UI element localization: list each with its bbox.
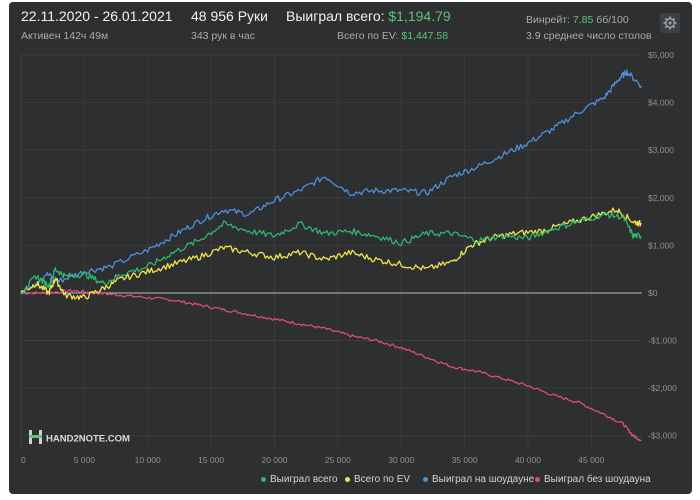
x-tick-label: 30 000 <box>388 455 414 465</box>
x-tick-label: 5 000 <box>74 455 96 465</box>
series-line-non-showdown <box>21 288 642 442</box>
x-tick-label: 15 000 <box>198 455 224 465</box>
winrate-value: 7.85 <box>572 14 594 26</box>
x-tick-label: 25 000 <box>325 455 351 465</box>
winrate-label: Винрейт: <box>526 14 570 26</box>
chart-grid <box>20 54 642 450</box>
chart-axes: 0 5 000 10 000 15 000 20 000 25 000 30 000 35 0… <box>21 50 677 465</box>
legend-label-won-total: Выиграл всего <box>270 474 338 485</box>
winrate-unit: бб/100 <box>596 14 629 26</box>
won-total-label: Выиграл всего: <box>286 8 385 24</box>
ev-total-value: $1,447.58 <box>401 30 449 42</box>
y-tick-label: -$2,000 <box>648 383 677 393</box>
y-tick-label: $3,000 <box>648 145 674 155</box>
settings-button[interactable] <box>660 13 680 33</box>
series-line-won-total <box>20 211 642 295</box>
ev-total-label: Всего по EV: <box>337 30 399 42</box>
legend-dot-won-total <box>261 477 266 482</box>
x-tick-label: 40 000 <box>515 455 541 465</box>
y-tick-label: $0 <box>648 288 658 298</box>
y-tick-label: -$3,000 <box>648 431 677 441</box>
won-total-value: $1,194.79 <box>388 8 451 24</box>
x-tick-label: 10 000 <box>135 455 161 465</box>
legend-label-showdown: Выиграл на шоудауне <box>432 474 535 485</box>
won-total-summary: Выиграл всего: $1,194.79 <box>286 8 451 24</box>
x-tick-label: 20 000 <box>261 455 287 465</box>
winrate-summary: Винрейт: 7.85 бб/100 <box>526 14 629 26</box>
session-graph-panel: 22.11.2020 - 26.01.2021 Активен 142ч 49м… <box>9 2 692 494</box>
x-tick-label: 35 000 <box>452 455 478 465</box>
x-tick-label: 0 <box>21 455 26 465</box>
avg-tables: 3.9 среднее число столов <box>526 30 652 42</box>
y-tick-label: $2,000 <box>648 193 674 203</box>
legend-item-showdown[interactable]: Выиграл на шоудауне <box>423 474 534 485</box>
legend-item-won-total[interactable]: Выиграл всего <box>261 474 338 485</box>
y-tick-label: $4,000 <box>648 98 674 108</box>
hands-count: 48 956 Руки <box>191 8 268 24</box>
profit-chart: 0 5 000 10 000 15 000 20 000 25 000 30 000 35 0… <box>20 50 677 465</box>
x-tick-label: 45 000 <box>578 455 604 465</box>
legend-dot-ev-total <box>345 477 350 482</box>
y-tick-label: $1,000 <box>648 240 674 250</box>
ev-total-summary: Всего по EV: $1,447.58 <box>337 30 448 42</box>
legend-item-ev-total[interactable]: Всего по EV <box>345 474 410 485</box>
legend-item-non-showdown[interactable]: Выиграл без шоудауна <box>535 474 651 485</box>
logo-text: HAND2NOTE.COM <box>46 434 130 445</box>
legend-label-non-showdown: Выиграл без шоудауна <box>544 474 651 485</box>
legend-label-ev-total: Всего по EV <box>354 474 411 485</box>
y-tick-label: $5,000 <box>648 50 674 60</box>
legend-dot-non-showdown <box>535 477 540 482</box>
date-range: 22.11.2020 - 26.01.2021 <box>21 8 173 24</box>
series-line-ev-total <box>20 207 642 301</box>
y-tick-label: -$1,000 <box>648 336 677 346</box>
gear-icon <box>663 16 677 30</box>
hands-per-hour: 343 рук в час <box>191 30 255 42</box>
logo-bar-middle <box>29 435 42 438</box>
series-line-showdown <box>20 69 642 294</box>
active-time: Активен 142ч 49м <box>21 30 109 42</box>
legend-dot-showdown <box>423 477 428 482</box>
hand2note-logo: HAND2NOTE.COM <box>29 430 130 445</box>
chart-series <box>20 69 642 442</box>
